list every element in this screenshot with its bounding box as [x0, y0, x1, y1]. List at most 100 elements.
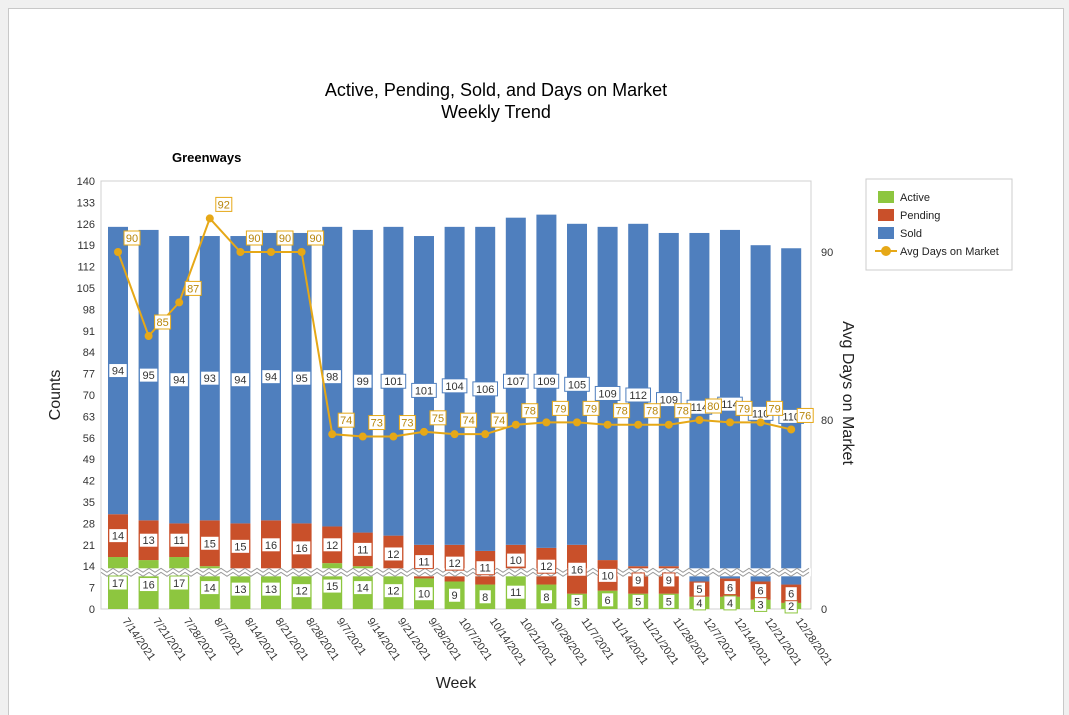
data-label-sold-4: 94	[234, 375, 246, 387]
days-label-box-9	[398, 415, 416, 431]
data-label-box-active-13	[506, 584, 526, 600]
data-label-active-4: 13	[234, 584, 246, 596]
data-label-box-pending-19	[692, 581, 706, 597]
days-label-box-0	[123, 230, 141, 246]
days-label-18: 78	[677, 406, 689, 418]
days-point-9	[389, 432, 398, 441]
data-label-sold-3: 93	[204, 373, 216, 385]
y-tick-label-5: 35	[83, 497, 95, 509]
data-label-box-pending-11	[444, 555, 465, 571]
data-label-box-pending-8	[353, 541, 373, 557]
data-label-box-pending-22	[784, 586, 798, 602]
data-label-active-12: 8	[482, 592, 488, 604]
data-label-active-21: 3	[758, 599, 764, 611]
y-tick-label-15: 105	[77, 283, 95, 295]
data-label-box-sold-13	[503, 373, 529, 389]
data-label-box-sold-14	[533, 373, 560, 389]
data-label-sold-16: 109	[598, 388, 616, 400]
data-label-pending-9: 12	[387, 549, 399, 561]
legend-swatch-pending	[878, 209, 894, 221]
data-label-box-pending-5	[261, 537, 281, 553]
data-label-box-sold-8	[353, 373, 373, 389]
data-label-sold-22: 110	[782, 411, 800, 423]
data-label-pending-3: 15	[204, 538, 216, 550]
axis-break	[100, 567, 811, 577]
days-label-box-3	[215, 196, 233, 212]
days-point-15	[573, 418, 581, 427]
data-label-pending-6: 16	[295, 543, 307, 555]
legend-label-days: Avg Days on Market	[900, 246, 999, 258]
data-label-box-active-17	[631, 593, 645, 609]
y-tick-label-2: 14	[83, 561, 95, 573]
days-label-14: 79	[554, 403, 566, 415]
y-tick-label-4: 28	[83, 518, 95, 530]
data-label-box-pending-15	[567, 561, 587, 577]
days-point-7	[328, 430, 337, 439]
data-label-box-active-18	[662, 593, 676, 609]
days-label-8: 73	[371, 418, 383, 430]
days-point-12	[481, 430, 490, 439]
days-label-box-12	[490, 412, 508, 428]
data-label-box-pending-20	[723, 580, 737, 596]
days-label-box-14	[551, 400, 569, 416]
y-tick-label-19: 133	[77, 197, 95, 209]
days-point-4	[236, 248, 245, 256]
data-label-pending-17: 9	[635, 575, 641, 587]
data-label-active-8: 14	[357, 583, 369, 595]
data-label-box-active-6	[291, 583, 312, 599]
data-label-sold-0: 94	[112, 366, 124, 378]
days-label-box-19	[704, 398, 722, 414]
days-label-5: 90	[279, 233, 291, 245]
data-label-box-pending-21	[754, 583, 768, 599]
days-label-11: 74	[462, 415, 474, 427]
data-label-box-pending-2	[169, 532, 189, 548]
data-label-active-18: 5	[666, 596, 672, 608]
data-label-box-sold-5	[261, 369, 281, 385]
data-label-box-active-15	[570, 593, 584, 609]
data-label-active-13: 11	[510, 587, 521, 599]
days-label-6: 90	[309, 233, 321, 245]
y-axis-label: Counts	[47, 370, 64, 421]
y-tick-label-1: 7	[89, 583, 95, 595]
data-label-pending-18: 9	[666, 575, 672, 587]
data-label-box-sold-17	[625, 387, 652, 403]
days-label-12: 74	[493, 415, 505, 427]
data-label-box-active-14	[539, 589, 553, 605]
data-label-pending-5: 16	[265, 540, 277, 552]
data-label-box-sold-1	[138, 367, 159, 383]
days-point-18	[664, 420, 673, 429]
data-label-pending-7: 12	[326, 540, 338, 552]
x-axis-ticks: 7/14/20217/21/20217/28/20218/7/20218/14/…	[120, 616, 835, 668]
data-label-sold-7: 98	[326, 372, 338, 384]
data-label-pending-10: 11	[418, 557, 429, 569]
data-label-box-active-11	[448, 587, 462, 603]
chart-frame: Active, Pending, Sold, and Days on Marke…	[8, 8, 1064, 715]
days-point-10	[420, 427, 428, 436]
data-label-sold-8: 99	[357, 376, 369, 388]
data-label-box-sold-12	[472, 381, 498, 397]
data-label-sold-9: 101	[384, 376, 402, 388]
y-tick-label-12: 84	[83, 347, 95, 359]
data-label-box-sold-10	[411, 382, 437, 398]
y2-axis-ticks: 0 80 90	[821, 247, 833, 616]
data-label-active-19: 4	[696, 598, 702, 610]
data-label-sold-2: 94	[173, 375, 185, 387]
data-label-sold-11: 104	[445, 381, 463, 393]
y-tick-label-14: 98	[83, 304, 95, 316]
days-label-16: 78	[615, 406, 627, 418]
days-label-10: 75	[432, 413, 444, 425]
data-label-sold-17: 112	[629, 390, 647, 402]
data-label-active-6: 12	[295, 586, 307, 598]
days-label-7: 74	[340, 415, 352, 427]
axis-break-line-upper	[100, 567, 810, 573]
data-label-box-active-4	[230, 581, 251, 597]
days-point-20	[726, 418, 734, 427]
data-label-box-pending-7	[322, 537, 342, 553]
data-label-box-sold-11	[441, 378, 468, 394]
data-label-box-active-2	[169, 575, 189, 591]
data-label-active-22: 2	[788, 601, 794, 613]
data-label-pending-2: 11	[173, 535, 184, 547]
data-label-active-1: 16	[142, 580, 154, 592]
data-label-pending-22: 6	[788, 589, 794, 601]
days-label-box-22	[796, 407, 814, 423]
